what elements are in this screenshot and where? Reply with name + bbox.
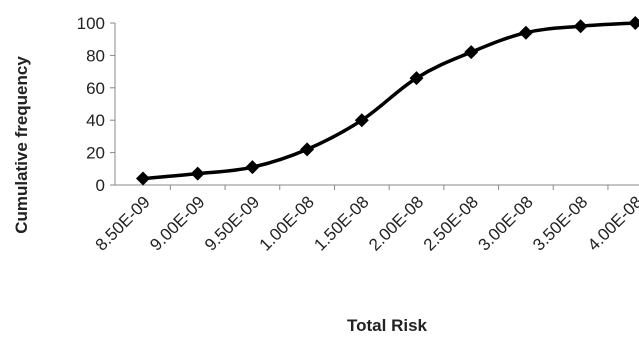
x-tick-label: 2.00E-08 bbox=[365, 192, 427, 254]
y-tick-label: 40 bbox=[86, 111, 105, 130]
y-tick-label: 100 bbox=[77, 14, 105, 33]
x-tick-label: 9.00E-09 bbox=[146, 192, 208, 254]
data-point-marker bbox=[136, 171, 150, 186]
x-tick-label: 3.50E-08 bbox=[529, 192, 591, 254]
y-axis-title: Cumulative frequency bbox=[12, 56, 31, 234]
x-tick-label: 8.50E-09 bbox=[92, 192, 154, 254]
x-tick-label: 9.50E-09 bbox=[201, 192, 263, 254]
y-tick-label: 0 bbox=[96, 176, 105, 195]
y-axis-ticks: 0 20 40 60 80 100 bbox=[77, 14, 115, 195]
data-markers bbox=[136, 16, 639, 186]
data-point-marker bbox=[190, 166, 205, 181]
x-axis-ticks: 8.50E-099.00E-099.50E-091.00E-081.50E-08… bbox=[92, 185, 639, 255]
data-point-marker bbox=[300, 142, 315, 157]
y-tick-label: 80 bbox=[86, 46, 105, 65]
x-tick-label: 2.50E-08 bbox=[420, 192, 482, 254]
y-tick-label: 60 bbox=[86, 79, 105, 98]
data-point-marker bbox=[354, 113, 369, 128]
data-point-marker bbox=[628, 16, 639, 30]
data-point-marker bbox=[464, 45, 479, 60]
data-point-marker bbox=[573, 19, 588, 34]
x-tick-label: 4.00E-08 bbox=[584, 192, 639, 254]
series-line bbox=[141, 21, 638, 181]
x-tick-label: 1.50E-08 bbox=[310, 192, 372, 254]
x-axis-title: Total Risk bbox=[347, 316, 428, 335]
data-point-marker bbox=[518, 25, 533, 40]
data-point-marker bbox=[409, 71, 424, 86]
x-tick-label: 3.00E-08 bbox=[475, 192, 537, 254]
y-tick-label: 20 bbox=[86, 144, 105, 163]
x-tick-label: 1.00E-08 bbox=[256, 192, 318, 254]
data-point-marker bbox=[245, 160, 260, 175]
